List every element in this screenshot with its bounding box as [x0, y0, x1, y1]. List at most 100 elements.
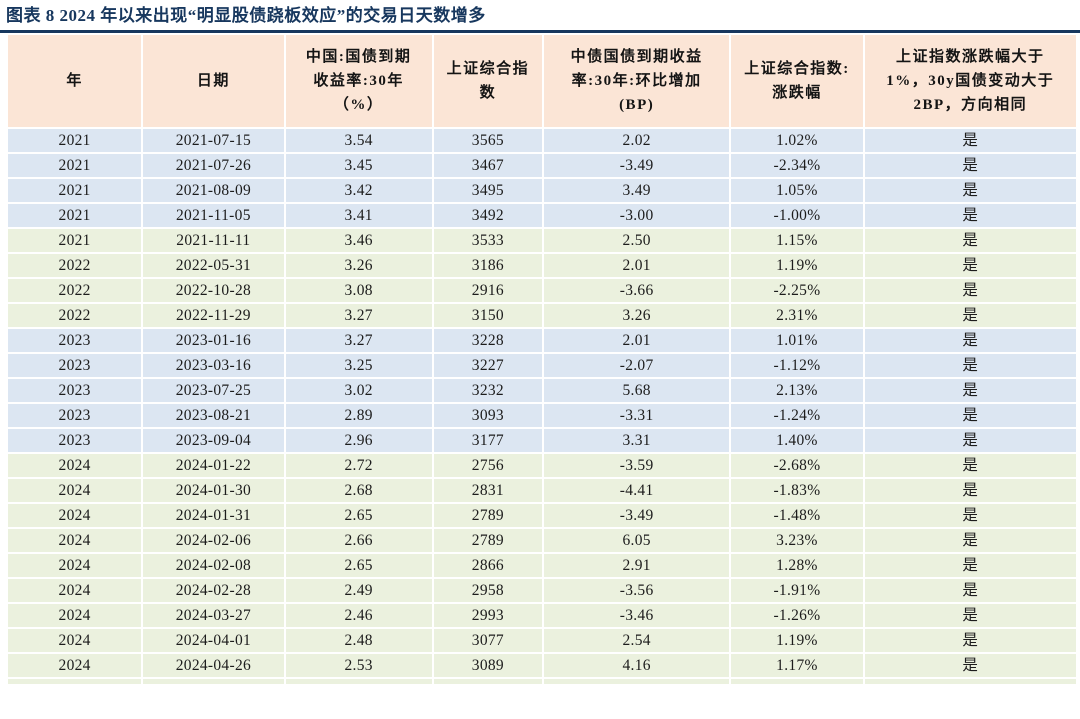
- table-cell: 2022-05-31: [143, 254, 284, 277]
- table-cell: 2024: [8, 529, 142, 552]
- table-cell: 2916: [433, 279, 542, 302]
- table-cell: 2024-01-22: [143, 454, 284, 477]
- table-cell: 是: [864, 429, 1076, 452]
- table-cell: -3.46: [543, 604, 730, 627]
- table-cell: 2024-04-01: [143, 629, 284, 652]
- table-cell: [731, 679, 863, 684]
- table-row: 2021 2021-08-09 3.42 3495 3.49 1.05% 是: [8, 179, 1076, 202]
- table-cell: 3.25: [285, 354, 432, 377]
- table-cell: 是: [864, 179, 1076, 202]
- table-cell: 2024-01-30: [143, 479, 284, 502]
- table-cell: 3232: [433, 379, 542, 402]
- table-cell: 是: [864, 454, 1076, 477]
- table-cell: 3.08: [285, 279, 432, 302]
- table-cell: [543, 679, 730, 684]
- table-row: 2024 2024-01-31 2.65 2789 -3.49 -1.48% 是: [8, 504, 1076, 527]
- table-cell: 1.17%: [731, 654, 863, 677]
- table-cell: 2.46: [285, 604, 432, 627]
- table-cell: 是: [864, 554, 1076, 577]
- table-cell: 3.46: [285, 229, 432, 252]
- table-cell: 6.05: [543, 529, 730, 552]
- table-cell: 是: [864, 629, 1076, 652]
- table-cell: 是: [864, 654, 1076, 677]
- table-row: 2023 2023-01-16 3.27 3228 2.01 1.01% 是: [8, 329, 1076, 352]
- table-cell: 2021-11-11: [143, 229, 284, 252]
- table-cell: -3.59: [543, 454, 730, 477]
- table-cell: -1.00%: [731, 204, 863, 227]
- table-cell: 2.53: [285, 654, 432, 677]
- table-cell: 2024-02-08: [143, 554, 284, 577]
- table-cell: 2.31%: [731, 304, 863, 327]
- table-cell: 是: [864, 279, 1076, 302]
- table-cell: 是: [864, 379, 1076, 402]
- table-cell: 是: [864, 304, 1076, 327]
- table-cell: 2022-10-28: [143, 279, 284, 302]
- table-cell: 1.19%: [731, 629, 863, 652]
- table-cell: 2021-07-15: [143, 129, 284, 152]
- table-cell: 2021: [8, 179, 142, 202]
- table-cell: [8, 679, 142, 684]
- table-row: 2024 2024-02-08 2.65 2866 2.91 1.28% 是: [8, 554, 1076, 577]
- table-cell: 1.01%: [731, 329, 863, 352]
- table-cell: 3077: [433, 629, 542, 652]
- table-cell: 是: [864, 254, 1076, 277]
- table-cell: 2789: [433, 529, 542, 552]
- table-cell: 3467: [433, 154, 542, 177]
- table-cell: 2021: [8, 154, 142, 177]
- table-cell: -1.12%: [731, 354, 863, 377]
- table-cell: 2024: [8, 479, 142, 502]
- table-cell: 3495: [433, 179, 542, 202]
- table-header: 年日期 中国:国债到期 收益率:30年 （%） 上证综合指 数中债国债到期收益 率:…: [8, 35, 1076, 127]
- table-cell: 2021-11-05: [143, 204, 284, 227]
- table-cell: 2024: [8, 579, 142, 602]
- table-cell: 2.68: [285, 479, 432, 502]
- table-cell: -3.66: [543, 279, 730, 302]
- table-cell: 2022: [8, 279, 142, 302]
- table-cell: 2.50: [543, 229, 730, 252]
- table-row: 2022 2022-05-31 3.26 3186 2.01 1.19% 是: [8, 254, 1076, 277]
- table-cell: 2022: [8, 254, 142, 277]
- table-cell: -1.26%: [731, 604, 863, 627]
- table-cell: -2.07: [543, 354, 730, 377]
- table-cell: 2021: [8, 229, 142, 252]
- table-row: 2023 2023-07-25 3.02 3232 5.68 2.13% 是: [8, 379, 1076, 402]
- table-cell: 2.89: [285, 404, 432, 427]
- table-body: 2021 2021-07-15 3.54 3565 2.02 1.02% 是 2021 2021…: [8, 129, 1076, 684]
- table-row: 2024 2024-02-28 2.49 2958 -3.56 -1.91% 是: [8, 579, 1076, 602]
- table-row: 2021 2021-11-05 3.41 3492 -3.00 -1.00% 是: [8, 204, 1076, 227]
- partial-table-row: [8, 679, 1076, 684]
- table-row: 2024 2024-01-30 2.68 2831 -4.41 -1.83% 是: [8, 479, 1076, 502]
- table-cell: [433, 679, 542, 684]
- table-row: 2021 2021-07-15 3.54 3565 2.02 1.02% 是: [8, 129, 1076, 152]
- table-cell: 2.49: [285, 579, 432, 602]
- table-cell: 2023-07-25: [143, 379, 284, 402]
- table-cell: 2022: [8, 304, 142, 327]
- table-row: 2024 2024-02-06 2.66 2789 6.05 3.23% 是: [8, 529, 1076, 552]
- table-cell: 2789: [433, 504, 542, 527]
- table-cell: 2021: [8, 204, 142, 227]
- table-cell: 3177: [433, 429, 542, 452]
- header-row: 年日期 中国:国债到期 收益率:30年 （%） 上证综合指 数中债国债到期收益 率:…: [8, 35, 1076, 127]
- table-cell: 2021-07-26: [143, 154, 284, 177]
- table-cell: 2024: [8, 654, 142, 677]
- table-cell: 是: [864, 479, 1076, 502]
- column-header: 上证指数涨跌幅大于 1%，30y国债变动大于 2BP，方向相同: [864, 35, 1076, 127]
- table-cell: 3.02: [285, 379, 432, 402]
- table-cell: 3533: [433, 229, 542, 252]
- table-cell: -2.25%: [731, 279, 863, 302]
- table-cell: 2024: [8, 504, 142, 527]
- table-cell: 2.65: [285, 504, 432, 527]
- table-cell: 是: [864, 529, 1076, 552]
- table-cell: -1.91%: [731, 579, 863, 602]
- table-cell: 2.72: [285, 454, 432, 477]
- table-cell: 是: [864, 404, 1076, 427]
- table-cell: 2023: [8, 329, 142, 352]
- table-cell: -1.48%: [731, 504, 863, 527]
- column-header: 上证综合指 数: [433, 35, 542, 127]
- table-cell: -3.31: [543, 404, 730, 427]
- table-cell: 2.91: [543, 554, 730, 577]
- table-cell: 2.13%: [731, 379, 863, 402]
- table-cell: 2023-03-16: [143, 354, 284, 377]
- table-cell: -4.41: [543, 479, 730, 502]
- table-cell: -1.24%: [731, 404, 863, 427]
